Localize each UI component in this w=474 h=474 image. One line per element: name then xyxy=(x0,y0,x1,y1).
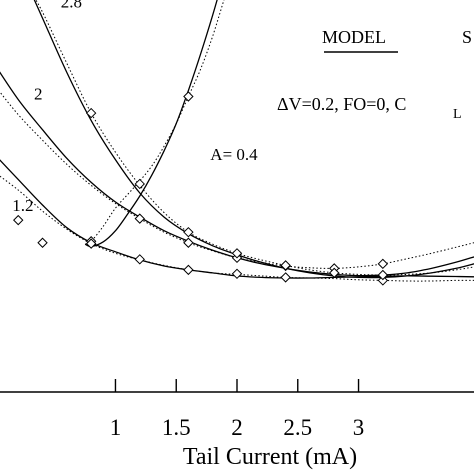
sim-line-series-0 xyxy=(84,0,225,245)
sim-marker-series-1-0 xyxy=(85,238,97,249)
parameters-annotation: ΔV=0.2, FO=0, C L xyxy=(277,94,462,122)
sim-marker-extra-1 xyxy=(37,237,48,248)
sim-marker-series-1-2 xyxy=(183,264,194,276)
sim-marker-series-3-2 xyxy=(183,226,194,238)
sim-marker-series-2-1 xyxy=(183,237,194,248)
model-line-series-0 xyxy=(84,0,218,248)
sim-marker-series-3-6 xyxy=(377,269,389,281)
series-label-a04: A= 0.4 xyxy=(210,145,258,164)
sim-marker-series-1-1 xyxy=(134,254,145,265)
sim-line-series-3 xyxy=(35,0,474,276)
series-label-2: 2 xyxy=(34,85,43,104)
parameters-subscript: L xyxy=(453,107,462,122)
x-tick-label-0: 1 xyxy=(110,415,122,440)
curve-layer xyxy=(0,0,474,282)
sim-marker-series-2-0 xyxy=(134,213,145,224)
series-label-2.8: 2.8 xyxy=(61,0,82,12)
sim-marker-series-3-3 xyxy=(231,248,243,259)
model-line-series-3 xyxy=(33,0,474,279)
legend: MODEL S xyxy=(322,27,472,53)
x-axis-label: Tail Current (mA) xyxy=(183,444,357,470)
x-tick-label-1: 1.5 xyxy=(162,415,191,440)
sim-marker-series-3-5 xyxy=(329,267,340,279)
sim-marker-series-1-3 xyxy=(231,268,243,280)
sim-marker-series-1-5 xyxy=(377,275,389,286)
sim-marker-series-0-1 xyxy=(183,91,194,102)
sim-marker-series-2-5 xyxy=(377,258,389,270)
sim-marker-series-3-1 xyxy=(134,178,145,190)
x-tick-label-3: 2.5 xyxy=(283,415,312,440)
x-tick-label-4: 3 xyxy=(353,415,365,440)
legend-sim-label: S xyxy=(462,27,472,47)
marker-layer xyxy=(13,91,389,286)
sim-marker-series-1-4 xyxy=(280,272,291,283)
x-tick-label-2: 2 xyxy=(231,415,243,440)
parameters-text: ΔV=0.2, FO=0, C xyxy=(277,94,406,114)
series-label-1.2: 1.2 xyxy=(12,196,33,215)
sim-line-series-1 xyxy=(0,175,474,282)
sim-marker-series-3-4 xyxy=(280,260,291,271)
sim-marker-series-3-0 xyxy=(85,107,97,119)
x-tick-layer: 1 1.5 2 2.5 3 xyxy=(110,379,365,440)
legend-model-label: MODEL xyxy=(322,27,386,47)
sim-marker-extra-0 xyxy=(13,214,24,226)
